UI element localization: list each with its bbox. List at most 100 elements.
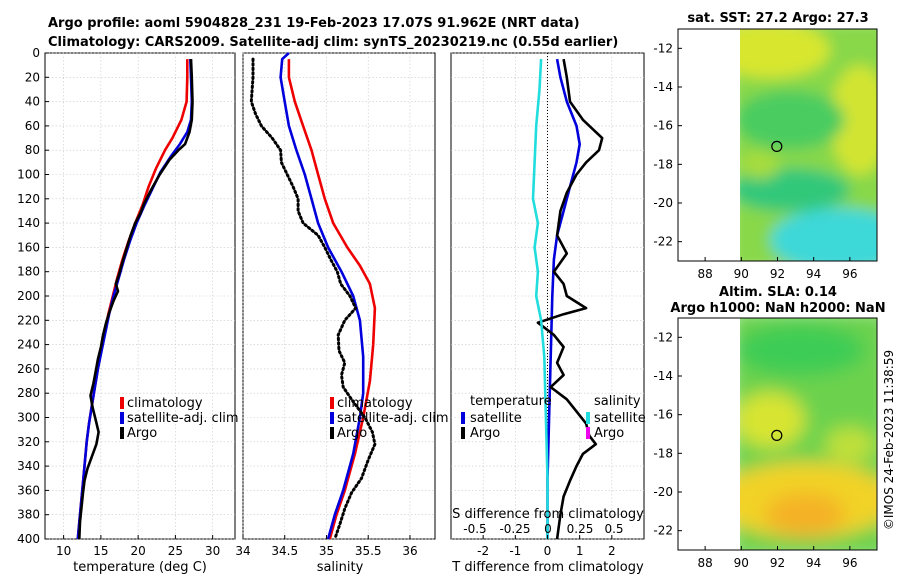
- longitude-tick-label: 92: [770, 267, 785, 281]
- salinity-x-axis-label: salinity: [317, 560, 364, 575]
- depth-tick-label: 40: [25, 95, 40, 109]
- sla-heatmap: [740, 318, 877, 550]
- depth-tick-label: 160: [17, 240, 40, 254]
- salinity-x-ticks: 34 34.5 35 35.5 36: [235, 535, 418, 558]
- legend-swatch-temperature-satellite: [461, 412, 465, 424]
- latitude-tick-label: -16: [653, 119, 673, 133]
- depth-tick-label: 260: [17, 362, 40, 376]
- depth-tick-label: 180: [17, 265, 40, 279]
- latitude-tick-label: -18: [653, 446, 673, 460]
- sst-heatmap: [740, 29, 877, 261]
- depth-y-ticks: 0 20 40 60 80 100 120 140 160 180 200 220 240 260 280 3…: [17, 46, 49, 546]
- sla-map-ticks: 88 90 92 94 96 -12 -14 -16 -18 -20 -22: [653, 330, 857, 570]
- latitude-tick-label: -20: [653, 485, 673, 499]
- sst-coldest-region: [770, 208, 877, 261]
- temperature-x-ticks: 10 15 20 25 30: [56, 535, 220, 558]
- legend-swatch-satellite: [120, 412, 124, 424]
- depth-tick-label: 280: [17, 386, 40, 400]
- legend-title-temperature: temperature: [470, 394, 552, 409]
- legend-label-climatology: climatology: [127, 396, 203, 411]
- sla-high-region-west: [740, 392, 805, 448]
- legend-swatch-climatology: [330, 397, 334, 409]
- x-tick-label: -2: [477, 544, 489, 558]
- legend-label-salinity-argo: Argo: [594, 426, 624, 441]
- depth-tick-label: 120: [17, 192, 40, 206]
- sst-warm-patch-west: [740, 151, 780, 179]
- series-line-argo: [78, 59, 194, 540]
- x-tick-label: 34.5: [271, 544, 298, 558]
- sst-map-ticks: 88 90 92 94 96 -12 -14 -16 -18 -20 -22: [653, 41, 857, 281]
- figure-title-line-2: Climatology: CARS2009. Satellite-adj cli…: [48, 35, 618, 50]
- longitude-tick-label: 92: [770, 556, 785, 570]
- x-tick-label: 20: [130, 544, 145, 558]
- temperature-legend: climatology satellite-adj. clim Argo: [120, 396, 239, 441]
- difference-series-lines: [531, 58, 604, 540]
- salinity-difference-tick-label: 0.5: [604, 522, 623, 536]
- longitude-tick-label: 94: [806, 267, 821, 281]
- salinity-gridlines: [242, 52, 435, 540]
- sst-map-panel: sat. SST: 27.2 Argo: 27.3 88 90 92 94 96 -12 -…: [653, 11, 878, 281]
- salinity-difference-axis-label: S difference from climatology: [452, 507, 644, 522]
- depth-tick-label: 60: [25, 119, 40, 133]
- x-tick-label: 36: [402, 544, 417, 558]
- legend-swatch-salinity-argo: [586, 427, 590, 439]
- depth-tick-label: 100: [17, 168, 40, 182]
- temperature-x-axis-label: temperature (deg C): [73, 560, 207, 575]
- sla-low-region-north: [740, 324, 865, 376]
- legend-swatch-satellite: [330, 412, 334, 424]
- argo-position-marker: [771, 429, 783, 441]
- series-line-argo: [536, 58, 604, 540]
- legend-swatch-climatology: [120, 397, 124, 409]
- depth-tick-label: 340: [17, 459, 40, 473]
- latitude-tick-label: -12: [653, 330, 673, 344]
- x-tick-label: 25: [168, 544, 183, 558]
- depth-tick-label: 320: [17, 435, 40, 449]
- salinity-difference-ticks: -0.5 -0.25 0 0.25 0.5: [463, 522, 623, 536]
- sst-warm-region-east: [830, 65, 877, 175]
- legend-label-satellite: satellite-adj. clim: [127, 411, 239, 426]
- legend-swatch-salinity-satellite: [586, 412, 590, 424]
- salinity-series-lines: [249, 52, 377, 541]
- longitude-tick-label: 96: [842, 267, 857, 281]
- salinity-difference-tick-label: 0: [544, 522, 552, 536]
- longitude-tick-label: 96: [842, 556, 857, 570]
- legend-label-satellite: satellite-adj. clim: [337, 411, 449, 426]
- legend-label-climatology: climatology: [337, 396, 413, 411]
- depth-tick-label: 80: [25, 143, 40, 157]
- salinity-difference-tick-label: 0.25: [567, 522, 594, 536]
- x-tick-label: 34: [235, 544, 250, 558]
- depth-tick-label: 20: [25, 70, 40, 84]
- x-tick-label: 15: [93, 544, 108, 558]
- x-tick-label: 35: [319, 544, 334, 558]
- difference-panel: -2 -1 0 1 2 temperature satellite Argo salin…: [450, 52, 646, 575]
- latitude-tick-label: -22: [653, 524, 673, 538]
- salinity-panel: 34 34.5 35 35.5 36 climatology satellite-adj…: [235, 52, 449, 575]
- latitude-tick-label: -18: [653, 157, 673, 171]
- sst-map-title: sat. SST: 27.2 Argo: 27.3: [687, 11, 868, 26]
- depth-tick-label: 140: [17, 216, 40, 230]
- depth-tick-label: 360: [17, 483, 40, 497]
- temperature-panel: 10 15 20 25 30 0 20 40 60 80 100 120 140 160 180 200 22…: [17, 46, 239, 575]
- argo-height-title: Argo h1000: NaN h2000: NaN: [670, 301, 885, 316]
- salinity-difference-tick-label: -0.5: [463, 522, 486, 536]
- x-tick-label: 30: [205, 544, 220, 558]
- temperature-series-lines: [76, 59, 194, 540]
- sla-high-region-east: [825, 427, 875, 463]
- x-tick-label: 0: [544, 544, 552, 558]
- x-tick-label: 10: [56, 544, 71, 558]
- series-line-satellite: [546, 58, 582, 539]
- depth-tick-label: 200: [17, 289, 40, 303]
- longitude-tick-label: 90: [734, 267, 749, 281]
- salinity-difference-tick-label: -0.25: [499, 522, 530, 536]
- difference-x-ticks: -2 -1 0 1 2: [477, 535, 616, 558]
- latitude-tick-label: -16: [653, 408, 673, 422]
- latitude-tick-label: -12: [653, 41, 673, 55]
- sla-peak-region: [765, 493, 845, 537]
- depth-tick-label: 300: [17, 411, 40, 425]
- latitude-tick-label: -14: [653, 80, 673, 94]
- legend-label-temperature-argo: Argo: [470, 426, 500, 441]
- longitude-tick-label: 94: [806, 556, 821, 570]
- argo-position-marker: [771, 140, 783, 152]
- x-tick-label: -1: [509, 544, 521, 558]
